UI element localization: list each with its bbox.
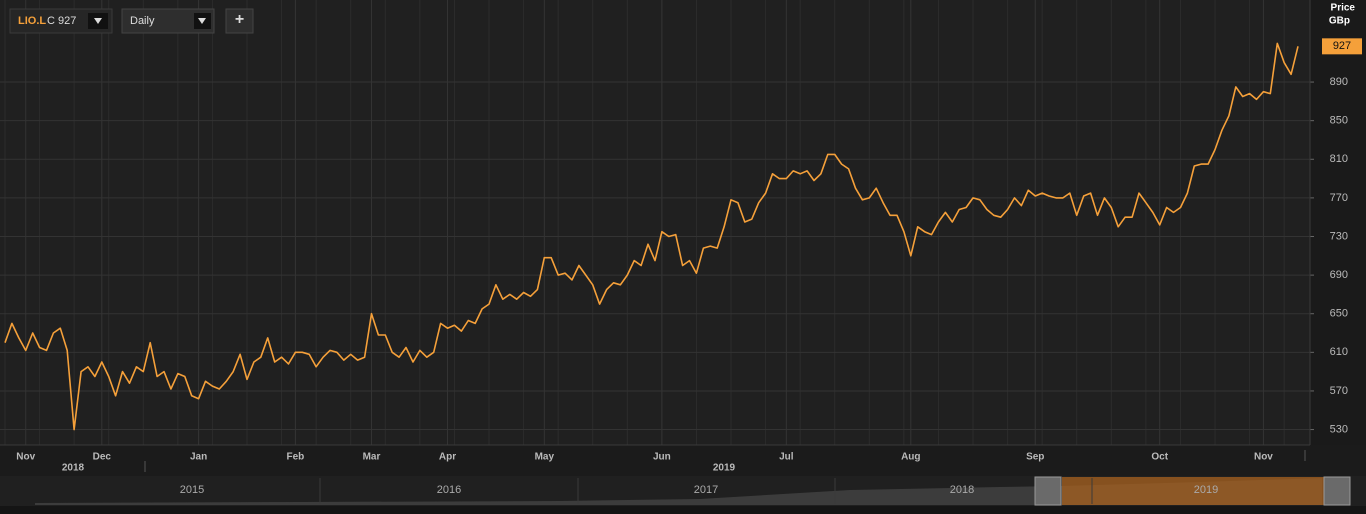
series: [4, 42, 1299, 431]
close-label: C 927: [47, 15, 76, 27]
navigator-window[interactable]: [1062, 477, 1324, 505]
navigator-label: 2016: [437, 484, 461, 496]
navigator-label: 2018: [950, 484, 974, 496]
y-tick-label: 730: [1330, 230, 1348, 242]
navigator-label: 2019: [1194, 484, 1218, 496]
x-tick-label: Feb: [287, 452, 305, 463]
y-tick-label: 850: [1330, 115, 1348, 127]
y-tick-label: 770: [1330, 192, 1348, 204]
axis-unit: GBp: [1329, 16, 1350, 27]
x-tick-label: Nov: [1254, 452, 1273, 463]
add-icon: +: [235, 11, 244, 28]
x-tick-label: May: [535, 452, 555, 463]
year-label: 2019: [713, 463, 736, 474]
grid: [0, 0, 1310, 445]
x-tick-label: Aug: [901, 452, 920, 463]
y-tick-label: 890: [1330, 76, 1348, 88]
x-tick-label: Apr: [439, 452, 456, 463]
x-tick-label: Dec: [93, 452, 112, 463]
navigator-handle[interactable]: [1323, 476, 1351, 506]
y-tick-label: 650: [1330, 308, 1348, 320]
y-tick-label: 810: [1330, 153, 1348, 165]
last-price-label: 927: [1333, 40, 1351, 52]
interval: Daily: [130, 15, 155, 27]
x-tick-label: Jul: [779, 452, 794, 463]
x-tick-label: Mar: [363, 452, 381, 463]
dropdown-arrow: [94, 18, 102, 24]
dropdown-arrow: [198, 18, 206, 24]
y-axis-area: [1310, 0, 1366, 445]
y-tick-label: 690: [1330, 269, 1348, 281]
last-price-box: [1322, 38, 1362, 55]
y-tick-label: 570: [1330, 385, 1348, 397]
x-tick-label: Jan: [190, 452, 207, 463]
y-tick-label: 530: [1330, 423, 1348, 435]
x-axis-area: [0, 445, 1366, 476]
plot-area: [0, 0, 1310, 445]
axis-title: Price: [1331, 3, 1356, 14]
navigator-labels: 2015 2016 2017 2018 2019: [180, 478, 1218, 504]
navigator-label: 2017: [694, 484, 718, 496]
x-tick-label: Jun: [653, 452, 671, 463]
navigator-area: [35, 478, 1322, 505]
x-tick-label: Nov: [16, 452, 35, 463]
navigator-label: 2015: [180, 484, 204, 496]
price-line: [4, 42, 1299, 431]
x-tick-label: Sep: [1026, 452, 1044, 463]
bottom-strip: [0, 506, 1366, 514]
navigator-handle[interactable]: [1034, 476, 1062, 506]
x-tick-label: Oct: [1151, 452, 1168, 463]
add-button[interactable]: [225, 8, 254, 34]
year-label: 2018: [62, 463, 85, 474]
symbol: LIO.L: [18, 15, 46, 27]
y-tick-label: 610: [1330, 346, 1348, 358]
